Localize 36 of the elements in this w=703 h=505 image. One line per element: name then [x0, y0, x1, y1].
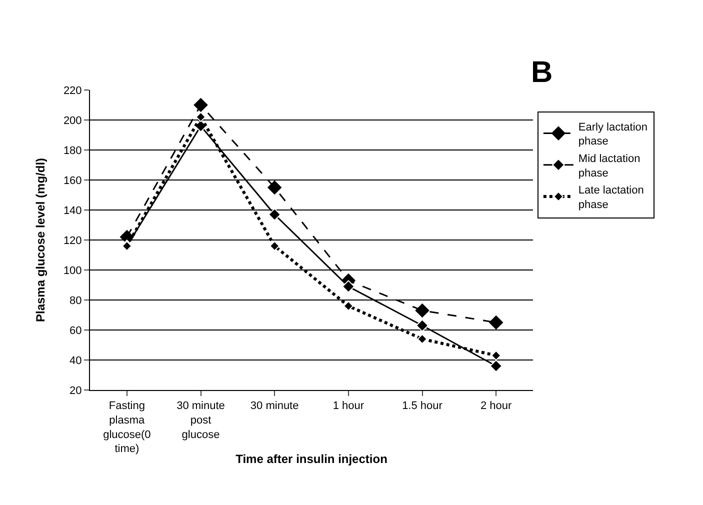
- point: [491, 350, 502, 361]
- x-axis-title: Time after insulin injection: [236, 452, 388, 466]
- y-axis-title: Plasma glucose level (mg/dl): [34, 158, 48, 322]
- legend-label: Late lactation phase: [578, 184, 644, 211]
- y-tick-label: 40: [70, 354, 82, 367]
- point: [415, 303, 430, 318]
- y-tick-label: 140: [63, 204, 82, 217]
- y-tick-label: 20: [70, 384, 82, 397]
- x-tick-label: 30 minute post glucose: [176, 400, 225, 441]
- y-tick-label: 180: [63, 144, 82, 157]
- y-tick-label: 160: [63, 174, 82, 187]
- y-tick-label: 200: [63, 114, 82, 127]
- point: [488, 315, 504, 330]
- point: [268, 208, 281, 221]
- y-tick-label: 60: [70, 324, 82, 337]
- y-tick-label: 80: [70, 294, 82, 307]
- point: [196, 112, 206, 122]
- point: [490, 360, 502, 372]
- x-tick-label: Fasting plasma glucose(0 time): [103, 400, 151, 456]
- x-tick-label: 1 hour: [332, 400, 364, 412]
- point: [194, 98, 208, 112]
- point: [270, 240, 280, 252]
- legend-label: Early lactation phase: [578, 121, 648, 148]
- x-tick-label: 2 hour: [480, 400, 512, 412]
- text: B: [531, 56, 553, 89]
- y-tick-label: 120: [63, 234, 82, 247]
- point: [342, 280, 355, 293]
- x-tick-label: 30 minute: [250, 400, 299, 412]
- point: [417, 334, 428, 344]
- legend-label: Mid lactation phase: [578, 153, 640, 180]
- y-tick-label: 220: [63, 84, 82, 97]
- y-tick-label: 100: [63, 264, 82, 277]
- point: [343, 300, 354, 312]
- point: [416, 319, 429, 332]
- point: [267, 180, 282, 195]
- x-tick-label: 1.5 hour: [402, 400, 443, 412]
